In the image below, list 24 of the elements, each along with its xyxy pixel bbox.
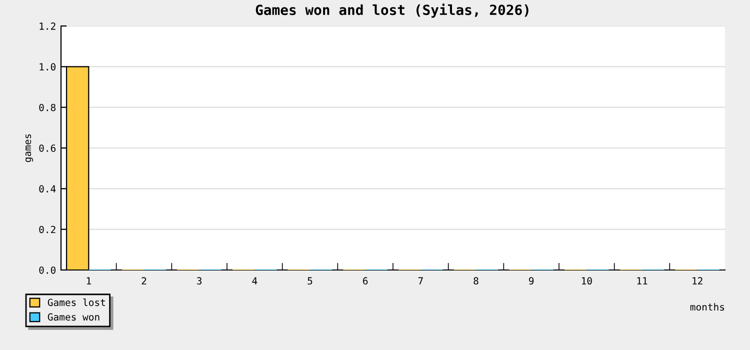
x-tick-label: 5 [308,277,312,285]
x-tick-label: 1 [86,277,91,284]
x-tick-label: 6 [363,277,368,285]
x-tick-label: 7 [418,277,423,284]
y-tick-label: 0.0 [39,266,56,274]
x-tick-label: 8 [474,277,478,285]
x-tick-label: 3 [197,277,202,285]
legend-label: Games lost [48,298,105,306]
y-tick-label: 0.4 [39,185,56,193]
y-tick-label: 1.0 [40,63,56,71]
x-tick-label: 10 [582,277,592,285]
x-tick-label: 12 [692,277,702,284]
y-tick-label: 1.2 [40,22,56,30]
x-axis-title: months [690,303,724,311]
x-tick-label: 4 [252,277,258,284]
y-tick-label: 0.6 [39,144,56,152]
y-axis-title: games [25,134,34,162]
x-tick-label: 2 [142,277,146,284]
chart-title: Games won and lost (Syilas, 2026) [256,4,528,18]
x-tick-label: 9 [529,277,534,285]
y-tick-label: 0.2 [39,226,56,234]
x-tick-label: 11 [637,277,648,284]
legend-label: Games won [48,313,100,321]
y-tick-label: 0.8 [39,104,56,112]
